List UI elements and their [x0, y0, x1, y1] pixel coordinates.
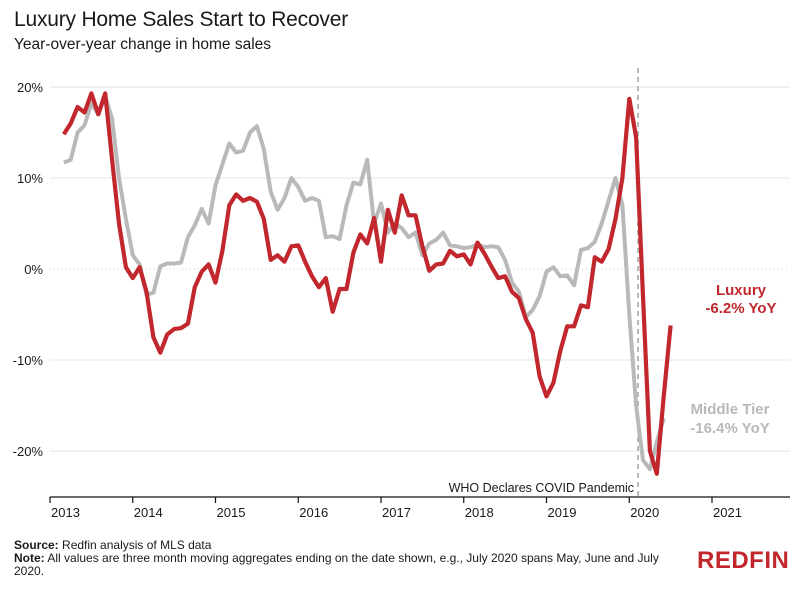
y-tick-label: 0% — [24, 262, 43, 277]
y-tick-label: -20% — [13, 444, 44, 459]
end-labels: Luxury-6.2% YoY Middle Tier -16.4% YoY — [690, 282, 776, 437]
x-axis: 2013 2014 2015 2016 2017 2018 2019 2020 2021 — [49, 496, 790, 520]
series-lines — [62, 91, 673, 476]
x-tick-label: 2021 — [713, 505, 742, 520]
y-tick-label: -10% — [13, 353, 44, 368]
middle-tier-value-label: -16.4% YoY — [690, 420, 769, 437]
chart-title: Luxury Home Sales Start to Recover — [14, 8, 349, 31]
source-text: Redfin analysis of MLS data — [58, 538, 212, 552]
x-tick-label: 2017 — [382, 505, 411, 520]
note-line: Note: All values are three month moving … — [14, 552, 684, 578]
luxury-label: Luxury — [716, 282, 767, 299]
chart-subtitle: Year-over-year change in home sales — [14, 36, 272, 53]
source-label: Source: — [14, 538, 59, 552]
x-tick-label: 2014 — [134, 505, 163, 520]
note-label: Note: — [14, 551, 45, 565]
x-tick-label: 2016 — [299, 505, 328, 520]
y-tick-label: 20% — [17, 80, 43, 95]
redfin-logo: REDFIN — [697, 547, 790, 574]
covid-annotation-label: WHO Declares COVID Pandemic — [449, 481, 634, 495]
x-tick-label: 2019 — [548, 505, 577, 520]
y-axis-ticks: 20% 10% 0% -10% -20% — [13, 80, 44, 459]
covid-annotation: WHO Declares COVID Pandemic — [449, 68, 639, 497]
x-tick-label: 2015 — [217, 505, 246, 520]
y-tick-label: 10% — [17, 171, 43, 186]
footer-notes: Source: Redfin analysis of MLS data Note… — [14, 539, 684, 578]
series-line-luxury — [62, 91, 673, 476]
x-tick-label: 2020 — [630, 505, 659, 520]
middle-tier-label: Middle Tier — [691, 401, 770, 418]
x-tick-label: 2013 — [51, 505, 80, 520]
x-tick-label: 2018 — [465, 505, 494, 520]
series-line-middle-tier — [63, 94, 666, 472]
luxury-value-label: -6.2% YoY — [705, 300, 776, 317]
source-line: Source: Redfin analysis of MLS data — [14, 539, 684, 552]
note-text: All values are three month moving aggreg… — [14, 551, 659, 578]
